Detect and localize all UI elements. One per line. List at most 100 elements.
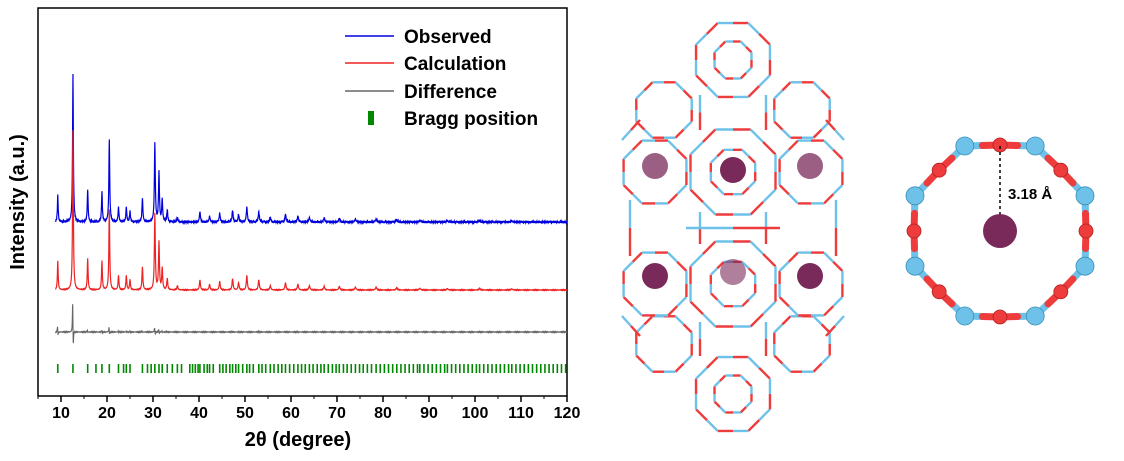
cage-1-edge-2-t — [702, 201, 717, 216]
cage-3-edge-4-t — [695, 367, 708, 380]
pillar-8-o — [630, 119, 641, 131]
cage-8-edge-0-t — [676, 184, 688, 196]
cage-11-edge-2-t — [787, 305, 799, 317]
inner-ring-3-edge-2-o — [713, 400, 721, 408]
legend-label-difference: Difference — [404, 82, 497, 103]
inner-ring-3-edge-6-o — [745, 380, 753, 388]
cage-7-edge-0-o — [812, 362, 823, 373]
cage-1-edge-4-o — [702, 128, 717, 143]
cage-10-edge-0-t — [676, 296, 688, 308]
inner-ring-0-edge-0-o — [741, 186, 750, 196]
ring-o-atom-4 — [992, 309, 1008, 325]
cage-11-edge-6-o — [832, 260, 844, 272]
inner-ring-3-edge-6-t — [739, 374, 747, 382]
cage-0-edge-6-o — [758, 33, 771, 46]
cage-2-edge-6-o — [762, 253, 777, 268]
cage-5-edge-6-o — [820, 89, 831, 100]
series-line-observed — [54, 74, 568, 226]
cage-6-edge-6-o — [682, 323, 693, 334]
cage-5-edge-0-o — [812, 128, 823, 139]
inner-ring-2-edge-0-o — [739, 72, 747, 80]
cage-3-edge-2-t — [706, 419, 719, 432]
ring-t-atom-3 — [1025, 306, 1045, 326]
cage-7-edge-6-t — [812, 315, 823, 326]
cage-7-edge-0-t — [820, 354, 831, 365]
cage-7-edge-2-o — [773, 354, 784, 365]
cage-11-edge-6-t — [823, 251, 835, 263]
cage-11-edge-4-o — [787, 251, 799, 263]
inner-ring-1-edge-4-t — [709, 267, 719, 276]
x-tick-label-70: 70 — [328, 405, 346, 422]
inner-ring-0-edge-4-t — [709, 155, 719, 164]
cage-11-edge-4-t — [778, 260, 790, 272]
inner-ring-0-edge-2-t — [716, 186, 725, 196]
cage-9-edge-0-t — [832, 184, 844, 196]
inner-ring-1-edge-2-o — [709, 292, 719, 301]
ring-t-atom-4 — [955, 306, 975, 326]
ring-t-atom-7 — [955, 136, 975, 156]
cage-6-edge-0-o — [674, 362, 685, 373]
ring-t-atom-1 — [1075, 186, 1095, 206]
y-axis-title: Intensity (a.u.) — [7, 134, 29, 270]
x-tick-label-80: 80 — [374, 405, 392, 422]
inner-ring-2-edge-6-t — [739, 40, 747, 48]
x-tick-label-100: 100 — [462, 405, 489, 422]
cage-0-edge-0-t — [758, 74, 771, 87]
cage-8-edge-2-o — [622, 184, 634, 196]
cage-3-edge-0-t — [758, 408, 771, 421]
cage-1-edge-2-o — [689, 188, 704, 203]
cation-atom-1 — [720, 157, 746, 183]
cage-5-edge-2-t — [781, 128, 792, 139]
ring-o-atom-1 — [1053, 162, 1069, 178]
cation-atom-4 — [720, 259, 746, 285]
inner-ring-3-edge-2-t — [719, 406, 727, 414]
x-axis-ticks: 10 20 30 40 50 60 70 80 90 100 110 120 — [37, 396, 580, 422]
cage-2-edge-2-t — [702, 313, 717, 328]
cage-4-edge-6-t — [674, 81, 685, 92]
inner-ring-1-edge-2-t — [716, 298, 725, 308]
cage-7-edge-4-o — [781, 315, 792, 326]
cage-2-edge-2-o — [689, 300, 704, 315]
cage-0-edge-4-o — [706, 22, 719, 35]
cage-4-edge-0-o — [674, 128, 685, 139]
inner-ring-0-edge-0-t — [747, 180, 757, 189]
inner-ring-3-edge-4-t — [713, 380, 721, 388]
pillar-10-t — [621, 315, 632, 327]
cage-9-edge-2-t — [787, 193, 799, 205]
cage-5-edge-2-o — [773, 120, 784, 131]
cage-8-edge-6-t — [667, 139, 679, 151]
cage-2-edge-0-t — [762, 300, 777, 315]
cation-atom-5 — [797, 263, 823, 289]
cage-11-edge-0-o — [823, 305, 835, 317]
inner-ring-2-edge-2-t — [719, 72, 727, 80]
legend-label-calculation: Calculation — [404, 54, 506, 75]
zeolite-framework-structure — [621, 21, 845, 433]
ring-closeup: 3.18 Å — [905, 136, 1095, 326]
inner-ring-1-edge-6-t — [741, 260, 750, 270]
legend-label-observed: Observed — [404, 27, 492, 48]
inner-ring-1-edge-0-o — [741, 298, 750, 308]
ring-o-atom-6 — [906, 223, 922, 239]
cage-11-edge-2-o — [778, 296, 790, 308]
cage-3-edge-6-t — [747, 356, 760, 369]
ring-t-atom-0 — [1025, 136, 1045, 156]
distance-label: 3.18 Å — [1008, 186, 1052, 203]
cage-6-edge-0-t — [682, 354, 693, 365]
x-tick-label-110: 110 — [508, 405, 534, 422]
cage-8-edge-6-o — [676, 148, 688, 160]
inner-ring-2-edge-2-o — [713, 66, 721, 74]
cage-1-edge-4-t — [689, 141, 704, 156]
pillar-8-t — [621, 129, 632, 141]
cage-6-edge-2-t — [643, 362, 654, 373]
cage-7-edge-4-t — [773, 323, 784, 334]
cage-10-edge-6-o — [676, 260, 688, 272]
cage-4-edge-4-o — [643, 81, 654, 92]
cage-8-edge-0-o — [667, 193, 679, 205]
plot-frame — [37, 7, 568, 397]
cage-8-edge-4-o — [631, 139, 643, 151]
inner-ring-1-edge-4-o — [716, 260, 725, 270]
inner-ring-3-edge-0-t — [745, 400, 753, 408]
cage-11-edge-0-t — [832, 296, 844, 308]
cage-3-edge-2-o — [695, 408, 708, 421]
cage-9-edge-0-o — [823, 193, 835, 205]
